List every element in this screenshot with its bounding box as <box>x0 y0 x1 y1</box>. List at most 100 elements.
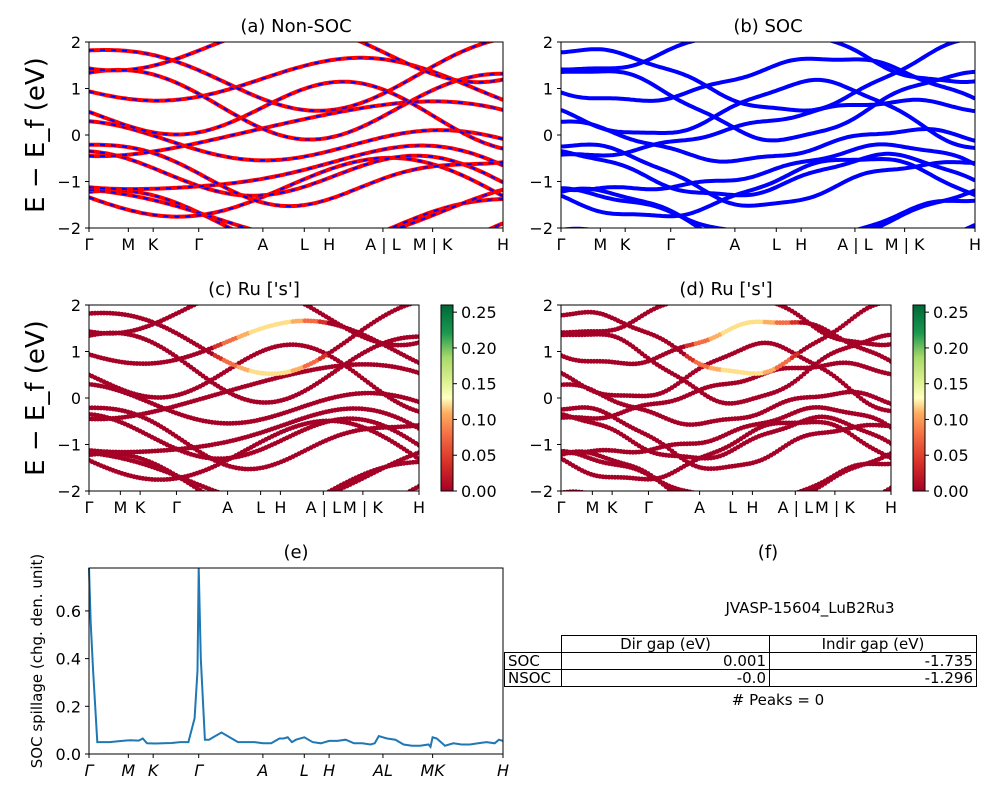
band-point <box>234 496 239 501</box>
band-point <box>237 520 242 525</box>
band-point <box>339 523 344 528</box>
band-point <box>826 518 831 523</box>
band-point <box>216 513 221 518</box>
band-line-dashed <box>89 120 503 162</box>
band-point <box>772 530 777 535</box>
band-point <box>336 524 341 529</box>
band-point <box>114 491 119 496</box>
band-point <box>249 499 254 504</box>
band-point <box>102 491 107 496</box>
band-point <box>327 527 332 532</box>
panel-e-spillage-chart: 0.00.20.40.6Γ M K Γ A L H AL MK H <box>56 567 509 780</box>
band-point <box>231 518 236 523</box>
band-point <box>189 504 194 509</box>
band-point <box>135 493 140 498</box>
band-point <box>587 490 589 491</box>
band-point <box>685 498 690 503</box>
band-point <box>802 527 807 532</box>
band-line-dashed <box>89 56 503 102</box>
band-line-dashed <box>89 42 493 112</box>
band-point <box>243 498 248 503</box>
band-point <box>396 496 401 501</box>
band-point <box>688 514 693 519</box>
x-tick-label: K <box>607 498 618 517</box>
band-point <box>246 523 251 528</box>
band-point <box>775 529 780 534</box>
x-tick-label: H <box>885 498 897 517</box>
band-point <box>709 518 714 523</box>
band-point <box>318 529 323 534</box>
band-point <box>243 522 248 527</box>
colorbar-tick-label: 0.20 <box>461 339 497 358</box>
table-cell: 0.001 <box>561 652 770 670</box>
x-tick-label: M | K <box>413 235 453 254</box>
band-point <box>682 497 687 502</box>
table-header-indir: Indir gap (eV) <box>769 635 977 653</box>
band-line <box>561 42 964 113</box>
band-point <box>297 504 302 509</box>
band-point <box>201 508 206 513</box>
band-point <box>706 505 711 510</box>
x-tick-label: Γ <box>85 498 94 517</box>
band-point <box>595 493 600 498</box>
x-tick-label: M | K <box>343 498 383 517</box>
band-point <box>228 517 233 522</box>
band-point <box>811 525 816 530</box>
x-tick-label: H <box>413 498 425 517</box>
band-point <box>315 530 320 535</box>
band-point <box>387 501 392 506</box>
band-point <box>808 526 813 531</box>
band-point <box>888 359 891 364</box>
band-point <box>679 512 684 517</box>
band-point <box>416 370 419 376</box>
band-point <box>288 531 293 536</box>
band-point <box>354 518 359 523</box>
band-point <box>416 422 419 428</box>
band-line-dashed <box>89 144 503 191</box>
y-tick-label: 2 <box>71 33 81 52</box>
band-point <box>628 495 633 500</box>
x-tick-label: M <box>585 498 599 517</box>
band-point <box>267 511 272 516</box>
band-point <box>670 300 675 305</box>
band-point <box>213 497 218 502</box>
band-point <box>342 522 347 527</box>
y-tick-label: −1 <box>57 436 81 455</box>
x-tick-label: A | L <box>365 235 401 254</box>
band-point <box>751 532 756 537</box>
band-point <box>291 531 296 536</box>
band-point <box>186 503 191 508</box>
band-line-dashed <box>89 68 503 141</box>
band-point <box>888 371 891 377</box>
x-tick-label: M <box>593 235 607 254</box>
band-point <box>757 532 762 537</box>
x-tick-label: K <box>135 498 146 517</box>
band-point <box>393 497 398 502</box>
table-header-dir: Dir gap (eV) <box>561 635 770 653</box>
band-point <box>697 491 702 496</box>
colorbar-tick-label: 0.10 <box>461 410 497 429</box>
band-point <box>724 524 729 529</box>
band-point <box>234 506 239 511</box>
band-point <box>303 531 308 536</box>
band-point <box>159 496 164 501</box>
band-point <box>294 531 299 536</box>
band-point <box>246 499 251 504</box>
y-tick-label: 0 <box>543 389 553 408</box>
band-point <box>416 442 419 448</box>
band-point <box>105 491 110 496</box>
colorbar-tick-label: 0.10 <box>933 410 969 429</box>
band-point <box>787 528 792 533</box>
band-point <box>679 495 684 500</box>
band-point <box>414 300 419 305</box>
band-line-dashed <box>89 188 503 228</box>
band-point <box>634 495 639 500</box>
band-point <box>201 298 206 303</box>
band-point <box>234 519 239 524</box>
band-point <box>658 503 663 508</box>
band-point <box>769 503 774 508</box>
band-point <box>195 506 200 511</box>
table-cell: -0.0 <box>561 669 770 687</box>
band-point <box>309 530 314 535</box>
